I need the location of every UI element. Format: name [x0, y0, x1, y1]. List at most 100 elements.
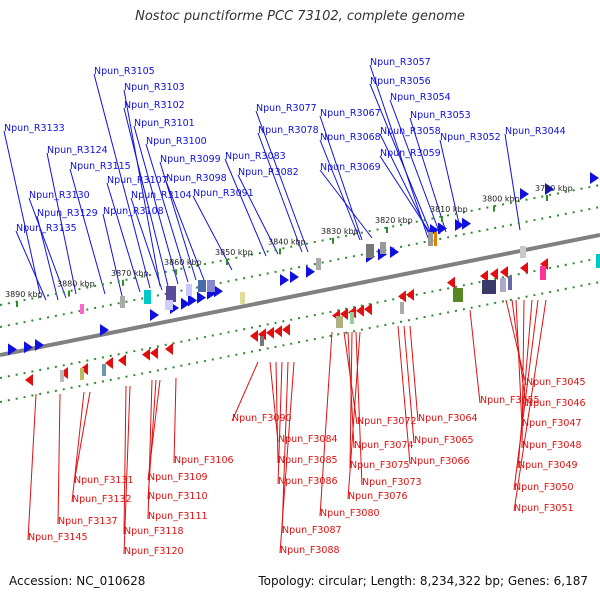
reverse-gene-label: Npun_F3145	[28, 532, 88, 543]
forward-gene-label: Npun_R3069	[320, 162, 381, 173]
forward-gene-label: Npun_R3101	[134, 118, 195, 129]
reverse-gene-label: Npun_F3080	[320, 508, 380, 519]
reverse-gene-label: Npun_F3106	[174, 455, 234, 466]
kbp-tick-label: 3890 kbp	[5, 290, 43, 299]
reverse-gene-label: Npun_F3046	[526, 398, 586, 409]
leader-line	[319, 331, 333, 517]
feature-block	[428, 232, 433, 246]
kbp-tick-label: 3850 kbp	[215, 248, 253, 257]
forward-gene-label: Npun_R3100	[146, 136, 207, 147]
reverse-gene-arrow	[364, 303, 372, 316]
genome-backbone	[0, 233, 600, 357]
reverse-gene-arrow	[165, 343, 173, 355]
outer-reverse-ruler	[0, 281, 600, 403]
reverse-gene-arrow	[25, 374, 33, 386]
reverse-gene-label: Npun_F3064	[418, 413, 478, 424]
feature-block	[434, 232, 437, 246]
leader-line	[277, 361, 283, 485]
leader-line	[255, 110, 309, 253]
reverse-gene-label: Npun_F3131	[74, 475, 134, 486]
reverse-gene-arrow	[250, 330, 258, 342]
leader-line	[513, 299, 547, 512]
forward-gene-arrow	[462, 217, 471, 230]
feature-block	[350, 312, 354, 324]
reverse-gene-label: Npun_F3065	[414, 435, 474, 446]
map-title: Nostoc punctiforme PCC 73102, complete g…	[135, 9, 465, 24]
feature-block	[207, 280, 215, 292]
forward-gene-label: Npun_R3057	[370, 57, 431, 68]
forward-gene-label: Npun_R3103	[124, 82, 185, 93]
feature-block	[144, 290, 151, 304]
reverse-gene-label: Npun_F3055	[480, 395, 540, 406]
leader-line	[133, 125, 179, 285]
leader-line	[347, 331, 361, 500]
leader-line	[69, 168, 106, 295]
forward-gene-arrow	[520, 188, 529, 200]
inner-forward-ruler	[0, 206, 600, 328]
leader-line	[15, 230, 47, 301]
leader-line	[281, 361, 289, 534]
reverse-gene-arrow	[105, 357, 113, 369]
leader-line	[231, 361, 259, 422]
forward-gene-label: Npun_R3054	[390, 92, 451, 103]
reverse-gene-label: Npun_F3118	[124, 526, 184, 537]
leader-line	[46, 152, 77, 295]
leader-line	[3, 130, 41, 295]
leader-line	[389, 99, 441, 235]
forward-gene-arrow	[150, 309, 159, 321]
forward-gene-label: Npun_R3083	[225, 151, 286, 162]
leader-line	[397, 325, 411, 465]
forward-gene-arrow	[35, 339, 44, 351]
feature-block	[186, 284, 192, 296]
forward-gene-label: Npun_R3067	[320, 108, 381, 119]
reverse-gene-label: Npun_F3109	[148, 472, 208, 483]
leader-line	[319, 115, 363, 241]
leader-line	[27, 393, 37, 541]
forward-gene-label: Npun_R3105	[94, 66, 155, 77]
feature-block	[380, 242, 386, 254]
leader-line	[504, 133, 521, 231]
feature-block	[80, 368, 84, 380]
kbp-tick-label: 3810 kbp	[430, 205, 468, 214]
forward-gene-arrow	[455, 219, 464, 231]
forward-gene-arrow	[306, 265, 315, 278]
forward-gene-label: Npun_R3052	[440, 132, 501, 143]
feature-block	[540, 266, 546, 280]
leader-line	[439, 139, 461, 229]
leader-line	[379, 155, 433, 237]
reverse-gene-label: Npun_F3085	[278, 455, 338, 466]
leader-line	[355, 331, 363, 486]
leader-line	[257, 132, 303, 253]
forward-gene-arrow	[390, 246, 399, 258]
forward-gene-label: Npun_R3082	[238, 167, 299, 178]
reverse-gene-arrow	[150, 347, 158, 359]
leader-line	[173, 377, 177, 464]
feature-block	[366, 244, 374, 258]
leader-line	[130, 197, 163, 291]
reverse-gene-label: Npun_F3047	[522, 418, 582, 429]
feature-block	[508, 276, 512, 290]
feature-block	[453, 288, 463, 302]
forward-gene-arrow	[545, 183, 554, 195]
inner-reverse-ruler	[0, 257, 600, 379]
forward-gene-label: Npun_R3133	[4, 123, 65, 134]
forward-gene-arrow	[181, 297, 190, 310]
forward-gene-label: Npun_R3130	[29, 190, 90, 201]
kbp-tick-label: 3870 kbp	[111, 269, 149, 278]
reverse-gene-label: Npun_F3111	[148, 511, 208, 522]
forward-gene-arrow	[290, 271, 299, 283]
feature-block	[198, 280, 206, 292]
feature-block	[165, 300, 173, 310]
reverse-gene-arrow	[274, 325, 282, 338]
reverse-gene-label: Npun_F3051	[514, 503, 574, 514]
leader-line	[73, 391, 91, 484]
leader-line	[123, 89, 161, 287]
reverse-gene-label: Npun_F3048	[522, 440, 582, 451]
leader-line	[513, 299, 539, 491]
forward-gene-label: Npun_R3135	[16, 223, 77, 234]
kbp-tick-label: 3800 kbp	[482, 195, 520, 204]
kbp-tick-label: 3860 kbp	[164, 258, 202, 267]
leader-line	[409, 325, 419, 422]
leader-line	[123, 385, 127, 535]
reverse-gene-label: Npun_F3066	[410, 456, 470, 467]
